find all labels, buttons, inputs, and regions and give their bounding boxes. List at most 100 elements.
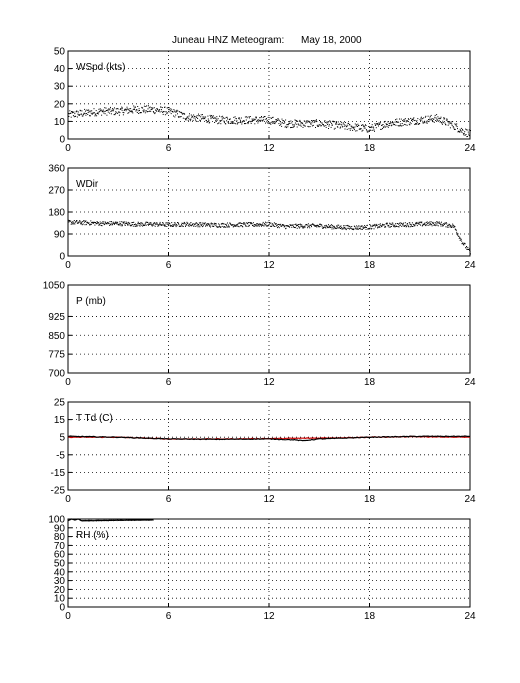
data-point: [177, 222, 179, 224]
data-point: [277, 119, 279, 121]
data-point: [433, 224, 435, 226]
data-point: [168, 225, 170, 227]
data-point: [407, 118, 409, 120]
data-point: [330, 126, 332, 128]
data-point: [211, 223, 213, 225]
data-point: [182, 225, 184, 227]
data-point: [283, 224, 285, 226]
data-point: [132, 225, 134, 227]
data-point: [252, 225, 254, 227]
data-point: [227, 118, 228, 120]
data-point: [303, 225, 305, 227]
data-point: [196, 115, 198, 117]
data-point: [154, 225, 156, 227]
data-point: [96, 223, 98, 225]
data-point: [301, 224, 303, 226]
x-tick-label: 24: [464, 494, 476, 505]
data-point: [261, 225, 262, 227]
data-point: [415, 123, 417, 125]
data-point: [435, 117, 437, 119]
y-tick-label: 5: [59, 433, 65, 444]
data-point: [398, 121, 400, 123]
data-point: [175, 224, 177, 226]
data-point: [423, 117, 425, 119]
data-point: [306, 122, 308, 124]
data-point: [281, 125, 283, 127]
data-point: [390, 226, 391, 228]
data-point: [397, 125, 399, 127]
data-point: [223, 226, 225, 228]
data-point: [185, 118, 187, 120]
data-point: [238, 118, 240, 120]
data-point: [389, 223, 391, 225]
data-point: [217, 226, 219, 228]
data-point: [137, 221, 139, 223]
data-point: [104, 113, 106, 115]
data-point: [344, 128, 346, 130]
data-point: [101, 225, 103, 227]
data-point: [143, 111, 144, 113]
data-point: [434, 116, 436, 118]
data-point: [370, 126, 372, 128]
data-point: [128, 108, 130, 110]
data-point: [221, 118, 223, 120]
data-point: [360, 128, 362, 130]
data-point: [154, 113, 156, 115]
data-point: [101, 222, 103, 224]
data-point: [222, 223, 224, 225]
data-point: [410, 123, 412, 125]
data-point: [108, 223, 110, 225]
data-point: [401, 123, 403, 124]
data-point: [249, 116, 251, 117]
data-point: [232, 122, 234, 124]
data-point: [270, 123, 272, 125]
data-point: [94, 113, 96, 115]
data-point: [414, 225, 416, 227]
data-point: [166, 113, 168, 115]
data-point: [310, 122, 312, 124]
data-point: [384, 125, 386, 127]
data-point: [296, 227, 298, 229]
data-point: [388, 125, 390, 127]
data-point: [311, 226, 312, 228]
data-point: [441, 224, 443, 226]
data-point: [437, 120, 439, 122]
data-point: [101, 114, 103, 116]
data-point: [261, 119, 263, 121]
data-point: [395, 124, 397, 126]
data-point: [85, 110, 86, 112]
data-point: [375, 124, 377, 126]
data-point: [149, 222, 151, 224]
data-point: [215, 119, 217, 121]
data-point: [108, 109, 110, 111]
data-point: [145, 106, 147, 107]
data-point: [236, 225, 238, 227]
data-point: [378, 224, 380, 225]
data-point: [363, 127, 365, 129]
data-point: [208, 122, 210, 124]
data-point: [175, 110, 177, 112]
data-point: [362, 129, 364, 131]
data-point: [364, 225, 366, 227]
data-point: [398, 125, 400, 127]
data-point: [159, 109, 161, 111]
data-point: [332, 124, 333, 126]
panel-label: WDir: [76, 179, 99, 190]
y-tick-label: 1050: [43, 281, 66, 292]
data-point: [233, 122, 235, 124]
data-point: [400, 125, 402, 127]
data-point: [132, 222, 134, 223]
data-point: [187, 222, 189, 224]
data-point: [266, 121, 268, 123]
data-point: [409, 223, 411, 225]
data-point: [74, 223, 76, 225]
data-point: [222, 115, 224, 117]
data-point: [166, 226, 168, 227]
data-point: [441, 223, 443, 225]
data-point: [209, 225, 211, 227]
data-point: [169, 223, 171, 225]
data-point: [238, 226, 240, 228]
data-point: [148, 222, 150, 224]
data-point: [304, 125, 306, 127]
data-point: [139, 110, 140, 111]
